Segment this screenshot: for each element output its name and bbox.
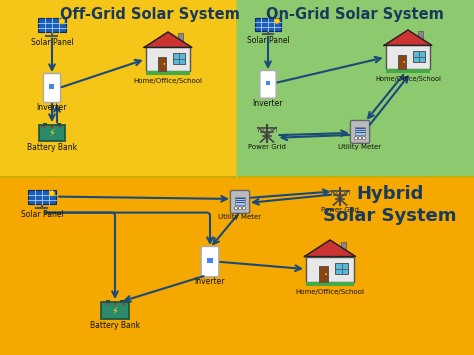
Bar: [265, 81, 270, 86]
Text: On-Grid Solar System: On-Grid Solar System: [266, 7, 444, 22]
Bar: [57, 123, 61, 125]
Text: Off-Grid Solar System: Off-Grid Solar System: [60, 7, 240, 22]
Bar: [49, 84, 55, 89]
Circle shape: [274, 18, 279, 23]
Circle shape: [59, 126, 61, 128]
Bar: [336, 263, 348, 274]
Circle shape: [49, 191, 55, 196]
Text: Inverter: Inverter: [195, 277, 225, 286]
FancyBboxPatch shape: [44, 73, 61, 103]
Text: Home/Office/School: Home/Office/School: [375, 76, 441, 82]
Circle shape: [363, 137, 365, 140]
Bar: [146, 71, 191, 75]
Bar: [106, 300, 110, 302]
Bar: [319, 266, 328, 282]
Circle shape: [59, 19, 64, 24]
Text: Utility Meter: Utility Meter: [219, 214, 262, 220]
Text: Utility Meter: Utility Meter: [338, 144, 382, 150]
Circle shape: [164, 63, 165, 65]
FancyBboxPatch shape: [201, 246, 219, 277]
Circle shape: [242, 207, 246, 210]
Bar: [386, 69, 430, 72]
FancyBboxPatch shape: [39, 125, 65, 141]
Circle shape: [355, 137, 357, 140]
Bar: [158, 57, 166, 71]
Text: Home/Office/School: Home/Office/School: [295, 289, 365, 295]
Bar: [235, 197, 245, 205]
FancyBboxPatch shape: [230, 191, 250, 213]
Circle shape: [43, 126, 45, 128]
Circle shape: [114, 303, 116, 305]
Text: Solar Panel: Solar Panel: [31, 38, 73, 47]
Bar: [178, 33, 183, 43]
Circle shape: [105, 303, 108, 305]
Bar: [413, 51, 425, 62]
Text: Hybrid
Solar System: Hybrid Solar System: [323, 185, 457, 225]
Text: ⚡: ⚡: [48, 128, 55, 138]
Bar: [173, 53, 185, 64]
Bar: [44, 123, 47, 125]
Circle shape: [234, 207, 237, 210]
Text: Home/Office/School: Home/Office/School: [134, 77, 202, 83]
Bar: [355, 127, 365, 135]
Text: Battery Bank: Battery Bank: [27, 143, 77, 152]
Circle shape: [403, 61, 405, 63]
Text: ⚡: ⚡: [111, 306, 118, 316]
Bar: [120, 300, 124, 302]
FancyBboxPatch shape: [101, 302, 129, 319]
Text: Inverter: Inverter: [37, 103, 67, 112]
Circle shape: [238, 207, 242, 210]
Bar: [306, 257, 354, 282]
Circle shape: [358, 137, 362, 140]
Polygon shape: [384, 30, 432, 45]
Text: Battery Bank: Battery Bank: [90, 321, 140, 330]
Bar: [207, 258, 213, 263]
Bar: [386, 45, 430, 69]
Bar: [306, 282, 354, 286]
FancyBboxPatch shape: [255, 18, 281, 31]
Circle shape: [325, 273, 327, 275]
Text: Solar Panel: Solar Panel: [246, 36, 289, 45]
Text: Power Grid: Power Grid: [248, 144, 286, 150]
Text: Power Grid: Power Grid: [321, 207, 359, 213]
Bar: [0, 0, 237, 177]
Bar: [398, 55, 406, 69]
FancyBboxPatch shape: [38, 18, 66, 32]
FancyBboxPatch shape: [260, 71, 276, 98]
Polygon shape: [304, 240, 356, 257]
Text: Solar Panel: Solar Panel: [21, 209, 64, 219]
Bar: [237, 0, 474, 177]
Circle shape: [122, 303, 125, 305]
FancyBboxPatch shape: [350, 120, 370, 143]
Bar: [0, 177, 474, 355]
Bar: [418, 31, 423, 40]
FancyBboxPatch shape: [27, 190, 56, 204]
Polygon shape: [144, 32, 192, 48]
Text: Inverter: Inverter: [253, 99, 283, 108]
Bar: [341, 241, 346, 251]
Bar: [146, 48, 191, 71]
Circle shape: [51, 126, 53, 128]
